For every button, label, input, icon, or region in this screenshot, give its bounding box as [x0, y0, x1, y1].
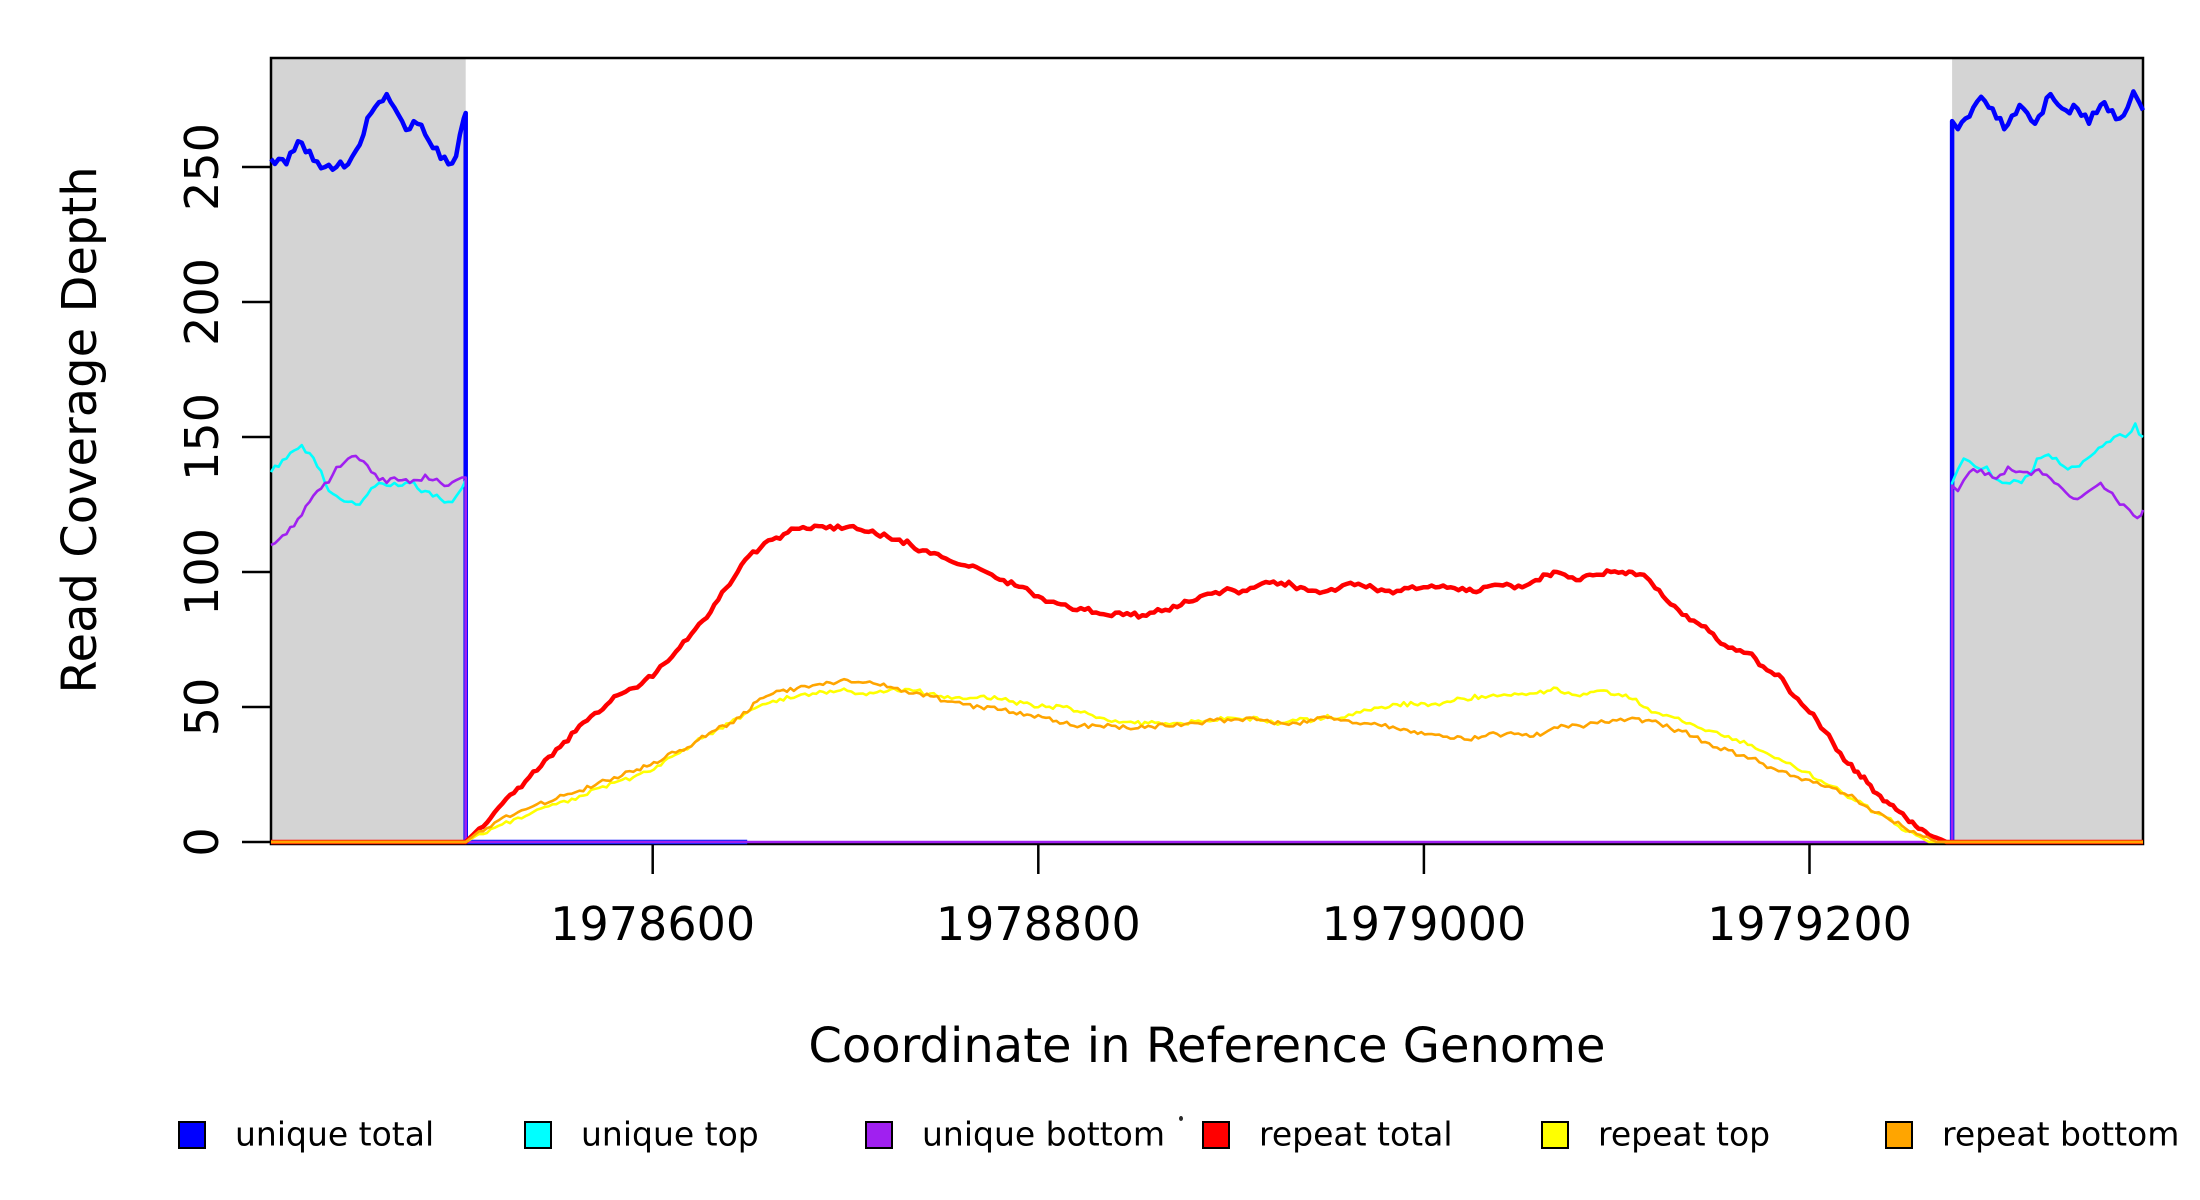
legend-label: repeat bottom [1942, 1114, 2180, 1154]
x-tick-label: 1979000 [1321, 897, 1526, 951]
series-repeat-bottom-line [271, 677, 2143, 844]
y-tick-label: 50 [175, 678, 229, 737]
stray-mark-dot [1179, 1116, 1183, 1121]
series-repeat-top-line [271, 686, 2143, 844]
legend-label: repeat top [1598, 1114, 1771, 1154]
x-tick-label: 1979200 [1707, 897, 1912, 951]
plot-frame [269, 56, 2145, 846]
x-tick-label: 1978800 [936, 897, 1141, 951]
y-tick-label: 200 [175, 258, 229, 346]
x-tick-label: 1978600 [550, 897, 755, 951]
shaded-region-unique-left [271, 58, 466, 844]
series-unique-total-line [269, 89, 2146, 845]
shaded-region-unique-right [1952, 58, 2143, 844]
y-tick-label: 250 [175, 123, 229, 211]
x-axis-title: Coordinate in Reference Genome [808, 1018, 1606, 1074]
legend-swatch-unique-total [178, 1121, 206, 1149]
series-unique-bottom-line [270, 454, 2145, 844]
legend-label: unique bottom [922, 1114, 1166, 1154]
legend-swatch-unique-bottom [865, 1121, 893, 1149]
legend-swatch-repeat-total [1202, 1121, 1230, 1149]
series-repeat-total-line [271, 523, 2143, 845]
legend-swatch-unique-top [524, 1121, 552, 1149]
y-tick-label: 150 [175, 393, 229, 481]
legend-swatch-repeat-top [1541, 1121, 1569, 1149]
y-tick-label: 0 [175, 827, 229, 856]
y-tick-label: 100 [175, 528, 229, 616]
legend-label: unique total [235, 1114, 435, 1154]
legend-label: repeat total [1259, 1114, 1453, 1154]
legend-swatch-repeat-bottom [1885, 1121, 1913, 1149]
legend-label: unique top [581, 1114, 759, 1154]
y-axis-title: Read Coverage Depth [52, 166, 108, 694]
